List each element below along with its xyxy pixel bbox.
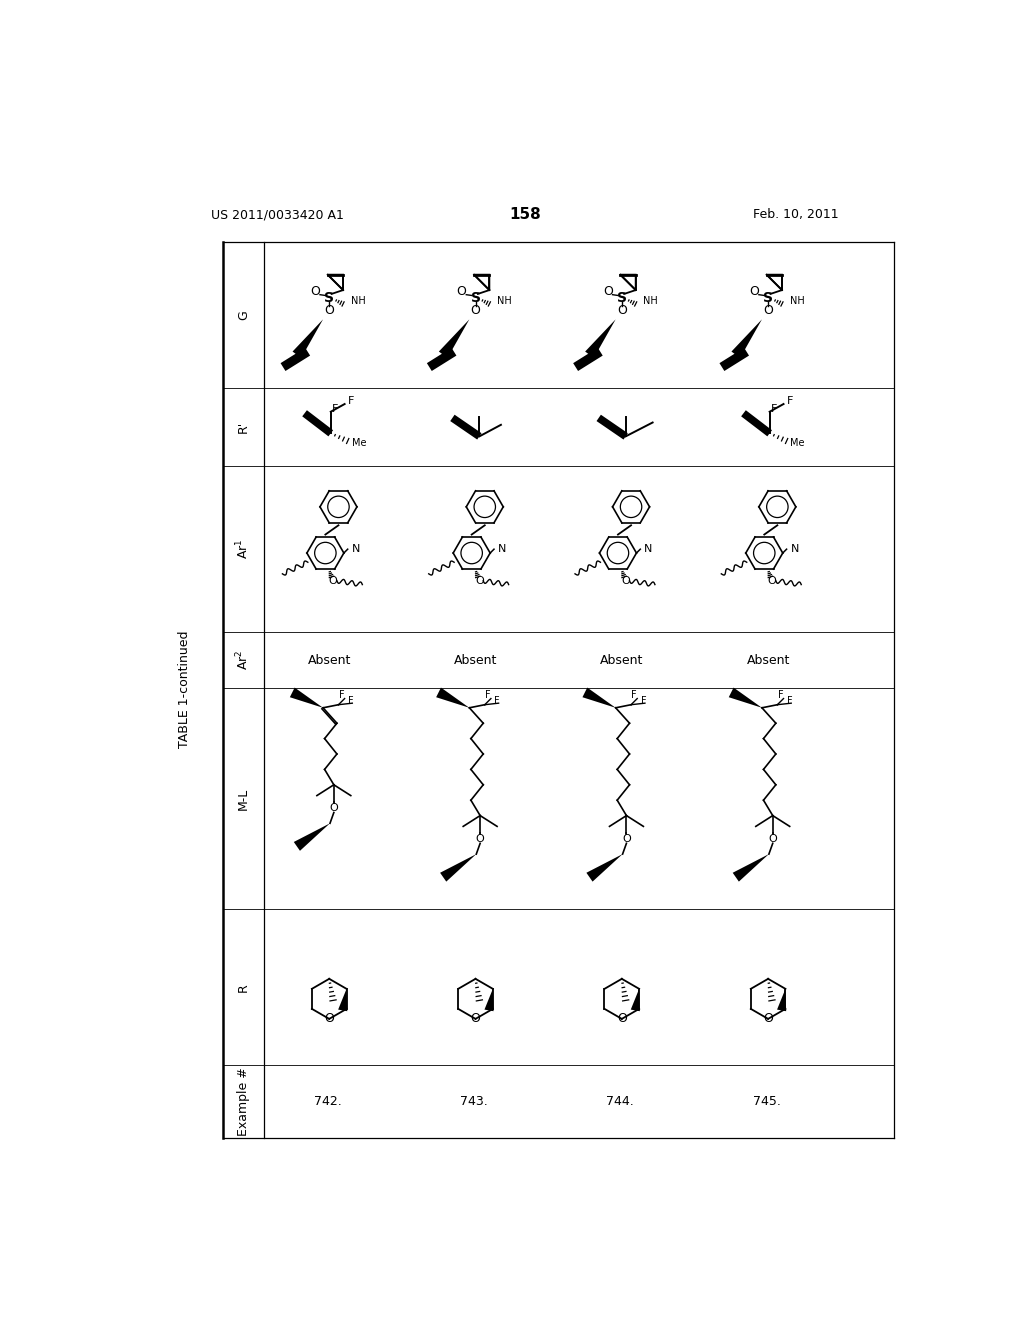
Polygon shape xyxy=(302,411,333,437)
Text: F: F xyxy=(348,396,354,407)
Text: O: O xyxy=(763,1012,773,1026)
Polygon shape xyxy=(573,347,603,371)
Text: S: S xyxy=(470,290,480,305)
Text: 744.: 744. xyxy=(606,1096,634,1109)
Polygon shape xyxy=(720,347,749,371)
Text: F: F xyxy=(786,696,793,706)
Text: Ar$^2$: Ar$^2$ xyxy=(236,649,252,671)
Text: S: S xyxy=(763,290,773,305)
Text: TABLE 1-continued: TABLE 1-continued xyxy=(178,631,190,748)
Polygon shape xyxy=(451,414,481,440)
Polygon shape xyxy=(741,411,772,437)
Text: NH: NH xyxy=(351,296,366,306)
Text: Absent: Absent xyxy=(454,653,498,667)
Polygon shape xyxy=(777,989,786,1011)
Text: NH: NH xyxy=(643,296,658,306)
Text: F: F xyxy=(495,696,500,706)
Text: F: F xyxy=(348,696,353,706)
Polygon shape xyxy=(729,688,762,708)
Text: NH: NH xyxy=(497,296,512,306)
Text: NH: NH xyxy=(790,296,805,306)
Text: O: O xyxy=(325,304,334,317)
Text: O: O xyxy=(457,285,467,298)
Polygon shape xyxy=(597,414,628,440)
Text: 742.: 742. xyxy=(313,1096,342,1109)
Text: 158: 158 xyxy=(509,207,541,222)
Text: M-L: M-L xyxy=(237,788,250,809)
Text: N: N xyxy=(791,544,799,554)
Polygon shape xyxy=(733,854,769,882)
Text: Me: Me xyxy=(351,437,366,447)
Text: O: O xyxy=(471,1012,480,1026)
Text: F: F xyxy=(771,404,777,413)
Polygon shape xyxy=(440,854,476,882)
Text: O: O xyxy=(325,1012,334,1026)
Text: O: O xyxy=(622,576,630,586)
Polygon shape xyxy=(631,989,640,1011)
Text: Absent: Absent xyxy=(746,653,790,667)
Text: O: O xyxy=(750,285,759,298)
Polygon shape xyxy=(585,319,615,358)
Text: Feb. 10, 2011: Feb. 10, 2011 xyxy=(754,209,839,222)
Polygon shape xyxy=(439,319,469,358)
Text: N: N xyxy=(351,544,359,554)
Polygon shape xyxy=(731,319,762,358)
Text: 745.: 745. xyxy=(753,1096,780,1109)
Text: F: F xyxy=(632,690,637,701)
Text: Example #: Example # xyxy=(237,1068,250,1137)
Text: O: O xyxy=(471,304,480,317)
Text: S: S xyxy=(325,290,334,305)
Text: O: O xyxy=(310,285,321,298)
Polygon shape xyxy=(436,688,469,708)
Text: O: O xyxy=(616,304,627,317)
Text: F: F xyxy=(339,690,344,701)
Text: O: O xyxy=(768,576,776,586)
Text: N: N xyxy=(498,544,506,554)
Text: F: F xyxy=(777,690,783,701)
Polygon shape xyxy=(484,989,494,1011)
Polygon shape xyxy=(583,688,615,708)
Text: Absent: Absent xyxy=(307,653,351,667)
Text: O: O xyxy=(476,834,484,843)
Text: Absent: Absent xyxy=(600,653,643,667)
Text: O: O xyxy=(603,285,613,298)
Text: O: O xyxy=(763,304,773,317)
Polygon shape xyxy=(294,824,330,851)
Text: O: O xyxy=(329,576,338,586)
Text: O: O xyxy=(622,834,631,843)
Text: R: R xyxy=(237,983,250,991)
Text: G: G xyxy=(237,310,250,319)
Text: O: O xyxy=(616,1012,627,1026)
Text: F: F xyxy=(333,404,339,413)
Text: US 2011/0033420 A1: US 2011/0033420 A1 xyxy=(211,209,344,222)
Text: F: F xyxy=(786,396,793,407)
Polygon shape xyxy=(281,347,310,371)
Text: R': R' xyxy=(237,421,250,433)
Polygon shape xyxy=(290,688,323,708)
Text: 743.: 743. xyxy=(460,1096,487,1109)
Text: N: N xyxy=(644,544,652,554)
Polygon shape xyxy=(587,854,623,882)
Polygon shape xyxy=(427,347,457,371)
Polygon shape xyxy=(293,319,323,358)
Text: O: O xyxy=(475,576,483,586)
Polygon shape xyxy=(338,989,347,1011)
Text: Me: Me xyxy=(791,437,805,447)
Text: F: F xyxy=(641,696,646,706)
Text: S: S xyxy=(616,290,627,305)
Text: O: O xyxy=(768,834,777,843)
Text: F: F xyxy=(485,690,490,701)
Text: Ar$^1$: Ar$^1$ xyxy=(236,539,252,560)
Text: O: O xyxy=(330,803,338,813)
